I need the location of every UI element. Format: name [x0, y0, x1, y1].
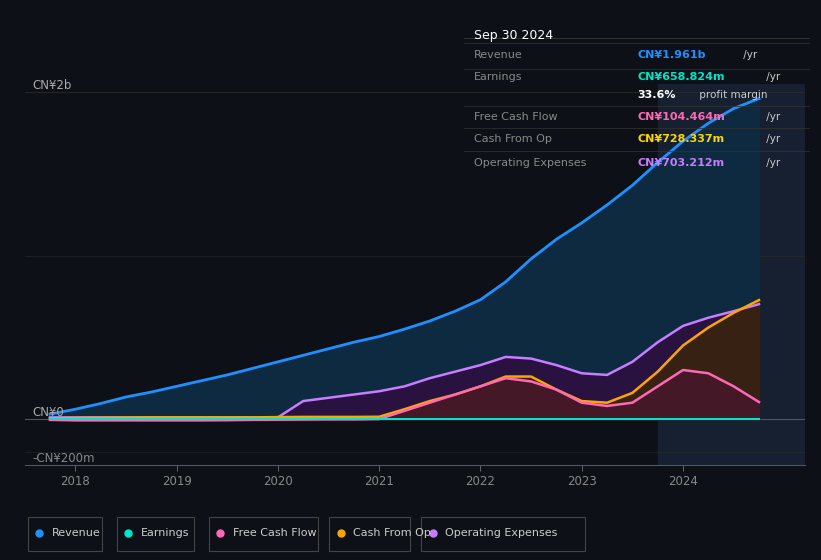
Text: Free Cash Flow: Free Cash Flow	[232, 529, 316, 538]
Text: Sep 30 2024: Sep 30 2024	[475, 29, 553, 42]
Text: Cash From Op: Cash From Op	[353, 529, 431, 538]
Text: CN¥104.464m: CN¥104.464m	[637, 111, 725, 122]
Bar	[658, 84, 805, 465]
Text: /yr: /yr	[763, 158, 780, 168]
Text: -CN¥200m: -CN¥200m	[33, 452, 95, 465]
Text: /yr: /yr	[763, 111, 780, 122]
Text: CN¥0: CN¥0	[33, 406, 65, 419]
Text: Revenue: Revenue	[52, 529, 100, 538]
Text: Earnings: Earnings	[140, 529, 189, 538]
Text: /yr: /yr	[741, 50, 758, 60]
Text: Earnings: Earnings	[475, 72, 523, 82]
Text: Cash From Op: Cash From Op	[475, 134, 553, 144]
Text: Free Cash Flow: Free Cash Flow	[475, 111, 558, 122]
Text: 33.6%: 33.6%	[637, 90, 676, 100]
Text: Revenue: Revenue	[475, 50, 523, 60]
Text: CN¥658.824m: CN¥658.824m	[637, 72, 725, 82]
Text: Operating Expenses: Operating Expenses	[445, 529, 557, 538]
Text: /yr: /yr	[763, 134, 780, 144]
Text: Operating Expenses: Operating Expenses	[475, 158, 587, 168]
Text: CN¥1.961b: CN¥1.961b	[637, 50, 705, 60]
Text: CN¥703.212m: CN¥703.212m	[637, 158, 724, 168]
Text: /yr: /yr	[763, 72, 780, 82]
Text: profit margin: profit margin	[696, 90, 768, 100]
Text: CN¥2b: CN¥2b	[33, 79, 72, 92]
Text: CN¥728.337m: CN¥728.337m	[637, 134, 724, 144]
